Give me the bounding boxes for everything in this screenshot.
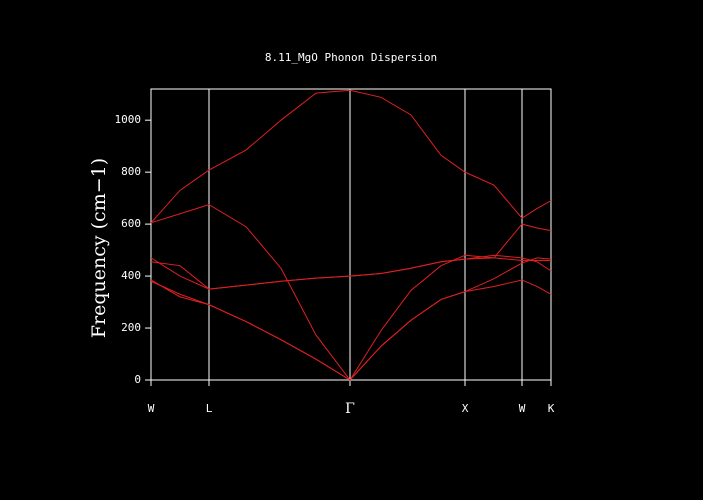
y-tick-label: 200: [121, 321, 141, 334]
branch-line: [150, 89, 552, 224]
chart-title: 8.11_MgO Phonon Dispersion: [265, 51, 437, 64]
y-tick-label: 400: [121, 269, 141, 282]
y-tick-label: 800: [121, 165, 141, 178]
x-tick-label: W: [519, 402, 526, 415]
branch-line: [150, 254, 552, 290]
branch-line: [150, 257, 552, 381]
x-tick-label: K: [548, 402, 555, 415]
y-tick-label: 0: [134, 373, 141, 386]
x-tick-label: W: [148, 402, 155, 415]
branch-line: [150, 204, 551, 381]
x-tick-label: L: [206, 402, 213, 415]
x-tick-label: X: [462, 402, 469, 415]
x-tick-label: Γ: [345, 401, 355, 417]
y-tick-label: 600: [121, 217, 141, 230]
y-tick-label: 1000: [115, 113, 142, 126]
y-axis-label: Frequency (cm−1): [88, 158, 110, 338]
